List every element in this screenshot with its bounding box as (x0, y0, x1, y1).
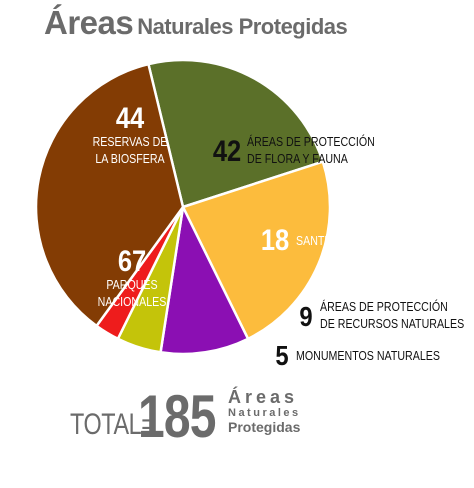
slice-label-4-line-1: MONUMENTOS NATURALES (296, 348, 440, 363)
slice-value-2: 18 (261, 223, 289, 256)
slice-label-5-line-2: NACIONALES (98, 294, 167, 309)
slice-value-1: 42 (213, 134, 241, 167)
chart-title-main: Áreas (44, 4, 134, 41)
chart-title: Áreas Naturales Protegidas (44, 4, 348, 42)
total-value: 185 (138, 383, 216, 450)
chart-title-sub: Naturales Protegidas (137, 14, 348, 39)
pie-slice-5 (34, 62, 185, 328)
pie-slice-0 (147, 58, 325, 209)
slice-label-5-line-1: PARQUES (106, 277, 157, 292)
slice-value-4: 5 (275, 339, 288, 371)
total-summary: TOTAL= 185 Áreas Naturales Protegidas (70, 383, 370, 454)
total-unit-line-2: Naturales (228, 407, 301, 419)
pie-slice-2 (159, 205, 250, 356)
slice-value-3: 9 (299, 300, 312, 332)
slice-label-3-line-1: ÁREAS DE PROTECCIÓN (320, 298, 448, 314)
slice-value-5: 67 (118, 244, 146, 277)
total-unit: Áreas Naturales Protegidas (228, 388, 301, 434)
slice-label-0-line-1: RESERVAS DE (93, 134, 168, 149)
slice-label-2-line-1: SANTUARIOS (296, 233, 365, 248)
total-label: TOTAL= (70, 408, 155, 441)
slice-label-0-line-2: LA BIOSFERA (95, 151, 164, 166)
slice-label-1-line-1: ÁREAS DE PROTECCIÓN (247, 133, 375, 149)
slice-value-0: 44 (116, 101, 145, 134)
pie-slice-1 (181, 160, 332, 341)
slice-label-3-line-2: DE RECURSOS NATURALES (320, 316, 464, 331)
total-unit-line-3: Protegidas (228, 419, 301, 435)
slice-label-1-line-2: DE FLORA Y FAUNA (247, 151, 348, 166)
total-unit-line-1: Áreas (228, 387, 299, 407)
